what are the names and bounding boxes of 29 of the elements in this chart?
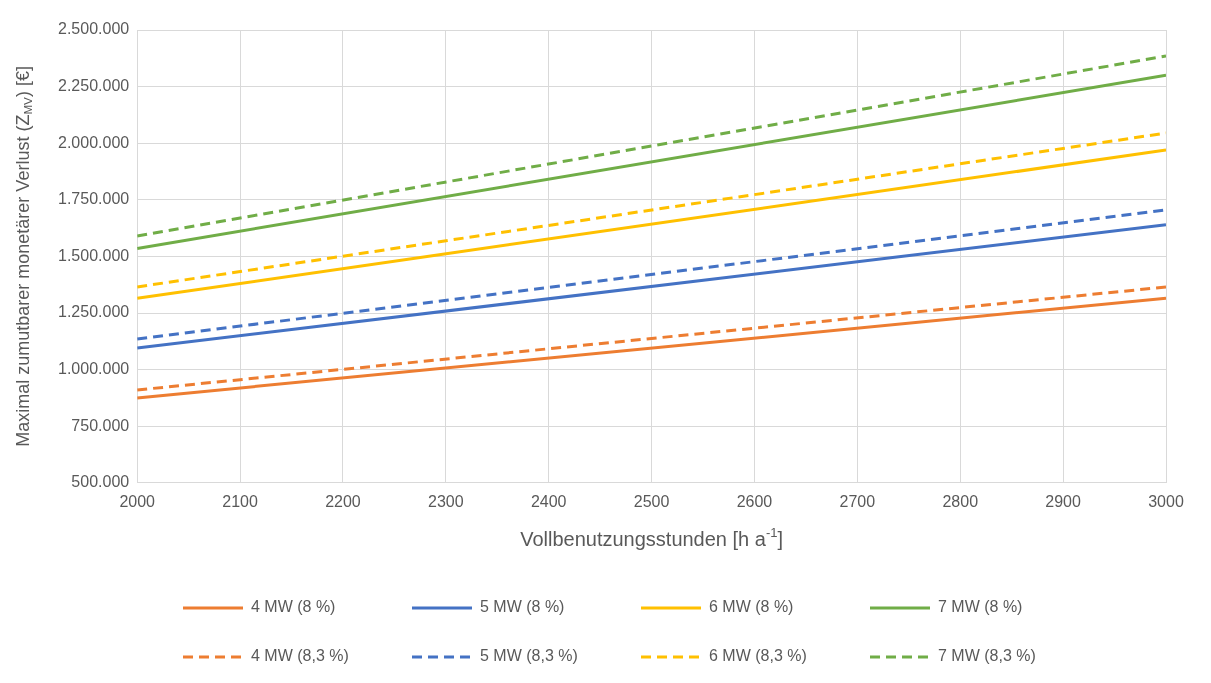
x-tick-label: 2900 — [1045, 492, 1082, 510]
y-tick-label: 1.250.000 — [57, 303, 130, 321]
y-tick-label: 1.750.000 — [57, 190, 130, 208]
legend-label: 4 MW (8,3 %) — [251, 647, 349, 665]
legend-label: 5 MW (8 %) — [480, 598, 565, 616]
x-tick-label: 3000 — [1148, 492, 1184, 510]
legend-label: 4 MW (8 %) — [251, 598, 336, 616]
legend-label: 7 MW (8,3 %) — [938, 647, 1036, 665]
y-tick-label: 1.500.000 — [57, 246, 130, 264]
y-tick-label: 500.000 — [71, 473, 130, 491]
legend-label: 5 MW (8,3 %) — [480, 647, 578, 665]
y-tick-label: 2.250.000 — [57, 77, 130, 95]
y-tick-label: 750.000 — [71, 416, 130, 434]
x-tick-label: 2400 — [530, 492, 567, 510]
legend-label: 7 MW (8 %) — [938, 598, 1023, 616]
y-tick-label: 2.500.000 — [57, 20, 130, 38]
y-axis-title: Maximal zumutbarer monetärer Verlust (ZMV) [€] — [12, 66, 34, 447]
y-tick-label: 2.000.000 — [57, 133, 130, 151]
x-tick-label: 2700 — [839, 492, 876, 510]
x-tick-label: 2300 — [428, 492, 464, 510]
x-tick-label: 2500 — [633, 492, 670, 510]
legend-label: 6 MW (8,3 %) — [709, 647, 807, 665]
x-tick-label: 2600 — [736, 492, 773, 510]
y-tick-label: 1.000.000 — [57, 360, 130, 378]
x-tick-label: 2200 — [325, 492, 361, 510]
legend-label: 6 MW (8 %) — [709, 598, 794, 616]
x-tick-label: 2100 — [222, 492, 258, 510]
x-tick-label: 2000 — [119, 492, 156, 510]
x-tick-label: 2800 — [942, 492, 979, 510]
